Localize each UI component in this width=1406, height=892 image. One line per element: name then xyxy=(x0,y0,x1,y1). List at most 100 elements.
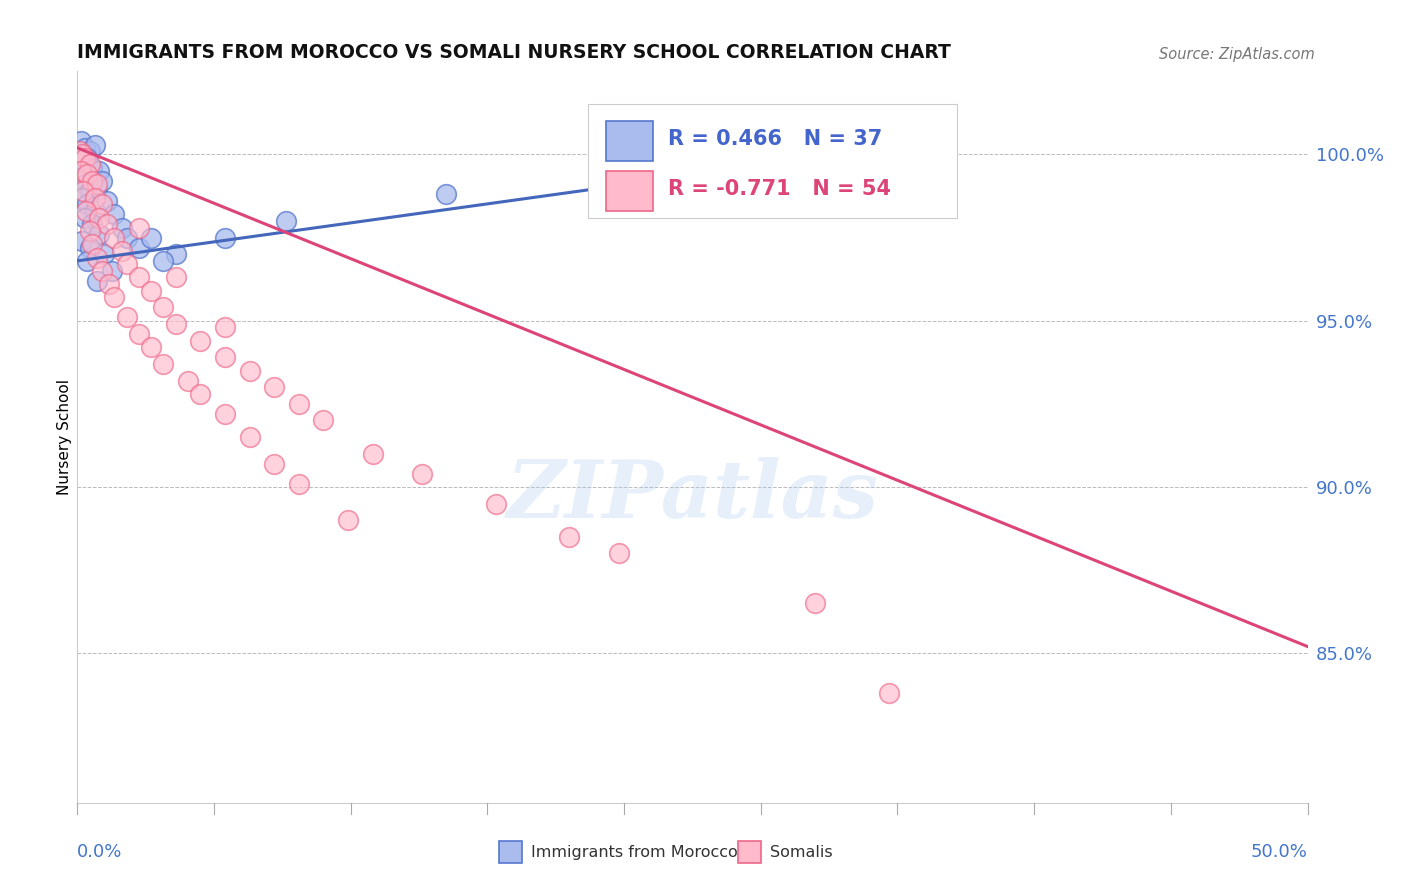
Point xyxy=(90,197,114,211)
Point xyxy=(86,178,108,192)
Point xyxy=(86,180,108,194)
Point xyxy=(128,326,150,341)
Point xyxy=(276,214,298,228)
Point xyxy=(82,161,104,175)
Point xyxy=(485,497,508,511)
Text: Immigrants from Morocco: Immigrants from Morocco xyxy=(531,845,738,860)
Point xyxy=(82,217,104,231)
Point xyxy=(70,191,93,205)
Point xyxy=(70,164,93,178)
Point xyxy=(82,237,104,252)
Point xyxy=(128,270,150,285)
Point xyxy=(83,204,105,219)
Point xyxy=(73,151,96,165)
Point xyxy=(165,270,187,285)
Point xyxy=(76,168,98,182)
Point xyxy=(70,134,93,148)
Text: 0.0%: 0.0% xyxy=(77,843,122,861)
Point xyxy=(558,530,581,544)
Point xyxy=(89,227,111,242)
Point xyxy=(190,387,212,401)
Point xyxy=(73,178,96,192)
Point xyxy=(103,230,125,244)
Point xyxy=(928,141,950,155)
Point xyxy=(79,144,101,158)
Text: IMMIGRANTS FROM MOROCCO VS SOMALI NURSERY SCHOOL CORRELATION CHART: IMMIGRANTS FROM MOROCCO VS SOMALI NURSER… xyxy=(77,44,952,62)
Point xyxy=(115,230,138,244)
Point xyxy=(86,274,108,288)
Point xyxy=(79,184,101,198)
Point xyxy=(288,397,311,411)
Point xyxy=(90,174,114,188)
Point xyxy=(263,380,285,394)
Point xyxy=(214,351,236,365)
Point xyxy=(111,244,134,258)
Text: R = -0.771   N = 54: R = -0.771 N = 54 xyxy=(668,179,891,199)
Point xyxy=(177,374,200,388)
Point xyxy=(70,234,93,248)
Point xyxy=(73,141,96,155)
Text: Source: ZipAtlas.com: Source: ZipAtlas.com xyxy=(1159,47,1315,62)
Point xyxy=(141,284,163,298)
Point xyxy=(128,220,150,235)
Point xyxy=(79,157,101,171)
Point xyxy=(190,334,212,348)
Point xyxy=(90,264,114,278)
Point xyxy=(98,277,121,292)
Point xyxy=(83,191,105,205)
Point xyxy=(76,151,98,165)
Point xyxy=(69,170,91,185)
Point xyxy=(82,174,104,188)
Text: R = 0.466   N = 37: R = 0.466 N = 37 xyxy=(668,129,882,149)
Point xyxy=(69,144,91,158)
Bar xyxy=(606,120,654,161)
Point xyxy=(103,207,125,221)
Point xyxy=(879,686,901,700)
Point xyxy=(152,253,174,268)
Point xyxy=(152,357,174,371)
Point xyxy=(141,340,163,354)
Point xyxy=(312,413,335,427)
Point xyxy=(115,310,138,325)
Text: ZIPatlas: ZIPatlas xyxy=(506,457,879,534)
Point xyxy=(263,457,285,471)
Point xyxy=(79,224,101,238)
Point xyxy=(288,476,311,491)
Point xyxy=(152,301,174,315)
Point xyxy=(70,154,93,169)
Point xyxy=(96,217,118,231)
Point xyxy=(165,247,187,261)
Point xyxy=(214,407,236,421)
Point xyxy=(411,467,433,481)
Point xyxy=(70,147,93,161)
Point xyxy=(239,363,262,377)
Point xyxy=(89,164,111,178)
Point xyxy=(111,220,134,235)
FancyBboxPatch shape xyxy=(588,104,957,218)
Point xyxy=(239,430,262,444)
Point xyxy=(73,211,96,225)
Point xyxy=(96,194,118,208)
Point xyxy=(101,264,124,278)
Point xyxy=(76,253,98,268)
Point xyxy=(436,187,458,202)
Point xyxy=(607,546,630,560)
Point xyxy=(93,247,115,261)
Point xyxy=(337,513,360,527)
Y-axis label: Nursery School: Nursery School xyxy=(56,379,72,495)
Point xyxy=(141,230,163,244)
Point xyxy=(361,447,384,461)
Point xyxy=(76,197,98,211)
Point xyxy=(165,317,187,331)
Point xyxy=(75,204,97,219)
Point xyxy=(79,241,101,255)
Point xyxy=(804,596,827,610)
Point xyxy=(115,257,138,271)
Point xyxy=(214,320,236,334)
Text: Somalis: Somalis xyxy=(770,845,834,860)
Text: 50.0%: 50.0% xyxy=(1251,843,1308,861)
Bar xyxy=(606,170,654,211)
Point xyxy=(83,137,105,152)
Point xyxy=(128,241,150,255)
Point xyxy=(214,230,236,244)
